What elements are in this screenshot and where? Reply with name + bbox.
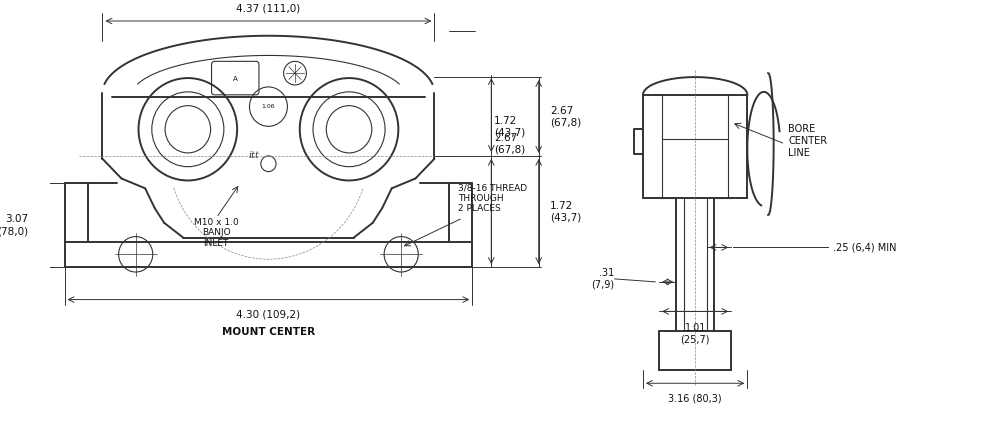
Text: 4.30 (109,2): 4.30 (109,2) [236,309,301,320]
Text: 2.67
(67,8): 2.67 (67,8) [494,133,525,155]
Text: 1.06: 1.06 [262,104,275,109]
Text: .25 (6,4) MIN: .25 (6,4) MIN [833,242,896,253]
Text: A: A [233,76,238,82]
Text: 3/8-16 THREAD
THROUGH
2 PLACES: 3/8-16 THREAD THROUGH 2 PLACES [458,183,527,213]
Text: 1.72
(43,7): 1.72 (43,7) [550,201,581,222]
Text: 1.72
(43,7): 1.72 (43,7) [494,115,525,137]
Text: MOUNT CENTER: MOUNT CENTER [222,327,315,337]
Text: 3.07
(78,0): 3.07 (78,0) [0,214,29,236]
Text: BORE
CENTER
LINE: BORE CENTER LINE [788,124,827,158]
Text: 4.37 (111,0): 4.37 (111,0) [236,3,301,13]
Text: M10 x 1.0
BANJO
INLET: M10 x 1.0 BANJO INLET [194,218,239,248]
Text: itt: itt [249,151,260,160]
Text: 1.01
(25,7): 1.01 (25,7) [680,323,710,345]
Text: 2.67
(67,8): 2.67 (67,8) [550,106,581,127]
Text: 3.16 (80,3): 3.16 (80,3) [668,393,722,403]
Text: .31
(7,9): .31 (7,9) [591,268,615,290]
